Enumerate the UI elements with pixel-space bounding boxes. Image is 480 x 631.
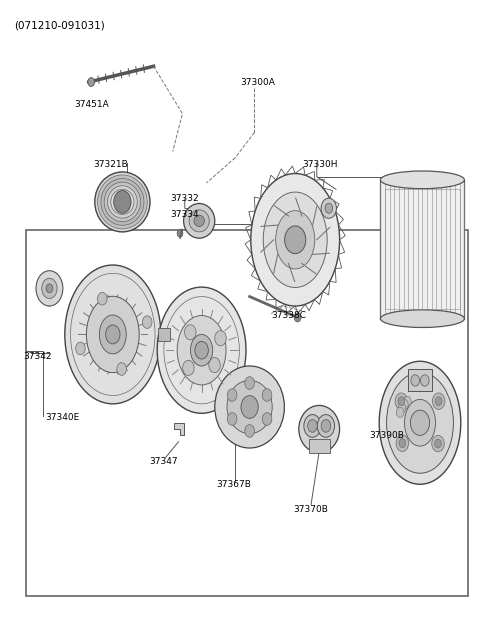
Circle shape (285, 226, 306, 254)
Text: 37334: 37334 (170, 210, 199, 219)
Circle shape (245, 425, 254, 437)
Circle shape (184, 325, 196, 340)
Circle shape (399, 439, 406, 447)
Circle shape (228, 389, 237, 401)
Ellipse shape (299, 405, 340, 453)
Ellipse shape (108, 186, 137, 218)
Circle shape (195, 341, 208, 359)
Bar (385, 189, 460, 309)
Ellipse shape (177, 316, 226, 385)
Ellipse shape (157, 287, 246, 413)
Circle shape (420, 375, 429, 386)
Text: 37451A: 37451A (74, 100, 109, 109)
Circle shape (76, 342, 85, 355)
Bar (380, 180, 464, 319)
Ellipse shape (99, 315, 126, 354)
Text: 37321B: 37321B (94, 160, 128, 168)
Circle shape (325, 203, 333, 213)
Circle shape (117, 363, 126, 375)
Ellipse shape (65, 265, 161, 404)
Circle shape (294, 313, 301, 322)
Circle shape (262, 413, 272, 425)
Ellipse shape (191, 334, 213, 366)
Circle shape (183, 360, 194, 375)
Ellipse shape (194, 215, 204, 227)
Circle shape (411, 375, 420, 386)
Ellipse shape (111, 189, 134, 215)
Text: 37332: 37332 (170, 194, 199, 203)
Ellipse shape (183, 203, 215, 238)
Circle shape (97, 292, 107, 305)
Circle shape (395, 393, 408, 410)
Circle shape (177, 230, 183, 237)
Ellipse shape (104, 182, 141, 221)
Circle shape (228, 413, 237, 425)
Ellipse shape (380, 171, 464, 189)
Circle shape (317, 415, 335, 437)
Ellipse shape (215, 366, 285, 448)
Circle shape (432, 393, 445, 410)
Bar (158, 328, 170, 341)
Circle shape (114, 191, 131, 213)
Ellipse shape (251, 174, 339, 306)
Bar (26, 230, 468, 596)
Text: 37338C: 37338C (271, 311, 306, 320)
Text: 37367B: 37367B (216, 480, 251, 489)
Ellipse shape (386, 372, 454, 473)
Circle shape (36, 271, 63, 306)
Circle shape (432, 435, 444, 452)
Circle shape (398, 397, 405, 406)
Circle shape (308, 420, 317, 432)
Ellipse shape (189, 209, 209, 232)
Circle shape (245, 377, 254, 389)
Text: 37330H: 37330H (302, 160, 338, 168)
Circle shape (321, 198, 336, 218)
Circle shape (215, 331, 226, 346)
Ellipse shape (379, 361, 461, 485)
Circle shape (400, 399, 408, 410)
Circle shape (88, 78, 95, 86)
Ellipse shape (97, 175, 147, 229)
Circle shape (42, 278, 57, 298)
Ellipse shape (405, 399, 435, 446)
Circle shape (143, 316, 152, 328)
Bar (408, 369, 432, 391)
Circle shape (398, 403, 406, 413)
Text: 37342: 37342 (23, 352, 51, 361)
Circle shape (106, 325, 120, 344)
Circle shape (435, 397, 442, 406)
Text: 37347: 37347 (149, 457, 178, 466)
Ellipse shape (263, 192, 327, 288)
Circle shape (434, 439, 441, 448)
Circle shape (396, 435, 408, 451)
Text: 37300A: 37300A (240, 78, 275, 86)
Ellipse shape (101, 179, 144, 225)
Text: 37370B: 37370B (293, 505, 328, 514)
Ellipse shape (115, 194, 130, 210)
Circle shape (262, 389, 272, 401)
Text: 37390B: 37390B (370, 431, 405, 440)
Circle shape (241, 396, 258, 418)
Circle shape (209, 358, 220, 373)
Circle shape (410, 410, 430, 435)
Text: 37340E: 37340E (46, 413, 80, 422)
Ellipse shape (95, 172, 150, 232)
Ellipse shape (227, 380, 272, 433)
Ellipse shape (276, 211, 315, 269)
Ellipse shape (86, 297, 139, 372)
Circle shape (321, 420, 331, 432)
Circle shape (304, 415, 321, 437)
Circle shape (46, 284, 53, 293)
Ellipse shape (380, 310, 464, 327)
Text: (071210-091031): (071210-091031) (14, 20, 105, 30)
Bar (309, 439, 330, 453)
Circle shape (404, 396, 411, 406)
Circle shape (396, 408, 404, 418)
Polygon shape (174, 423, 184, 435)
